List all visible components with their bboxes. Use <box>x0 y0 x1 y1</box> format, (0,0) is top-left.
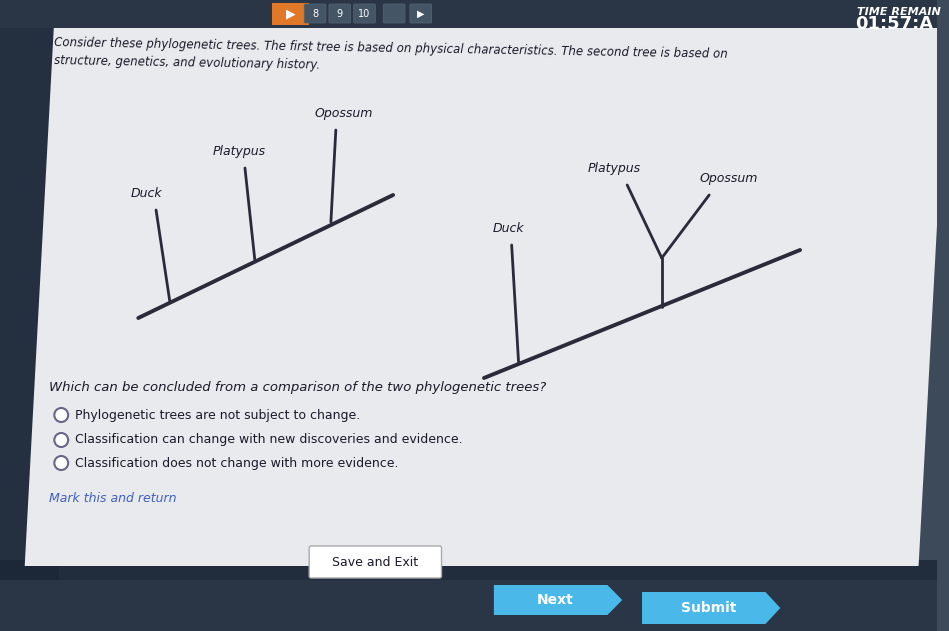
Text: Platypus: Platypus <box>587 162 641 175</box>
FancyBboxPatch shape <box>309 546 441 578</box>
Text: TIME REMAIN: TIME REMAIN <box>857 7 940 17</box>
FancyBboxPatch shape <box>354 4 376 23</box>
Polygon shape <box>0 0 938 28</box>
Text: Which can be concluded from a comparison of the two phylogenetic trees?: Which can be concluded from a comparison… <box>49 382 547 394</box>
FancyBboxPatch shape <box>383 4 405 23</box>
Text: Platypus: Platypus <box>213 145 266 158</box>
Text: 01:57:A: 01:57:A <box>855 15 933 33</box>
Text: ▶: ▶ <box>417 9 424 19</box>
Bar <box>0 560 938 631</box>
Bar <box>0 580 938 631</box>
Text: Phylogenetic trees are not subject to change.: Phylogenetic trees are not subject to ch… <box>75 408 361 422</box>
Polygon shape <box>642 592 780 624</box>
Text: Opossum: Opossum <box>699 172 758 185</box>
Text: ▶: ▶ <box>286 8 295 20</box>
Polygon shape <box>25 18 948 566</box>
Text: structure, genetics, and evolutionary history.: structure, genetics, and evolutionary hi… <box>54 54 321 72</box>
Text: Duck: Duck <box>130 187 162 200</box>
Text: Next: Next <box>537 593 573 607</box>
Text: Opossum: Opossum <box>314 107 373 120</box>
Text: Duck: Duck <box>493 222 525 235</box>
Circle shape <box>54 408 68 422</box>
Text: Classification can change with new discoveries and evidence.: Classification can change with new disco… <box>75 433 463 447</box>
Text: Classification does not change with more evidence.: Classification does not change with more… <box>75 456 399 469</box>
Text: 10: 10 <box>359 9 371 19</box>
Text: 8: 8 <box>312 9 318 19</box>
Text: Mark this and return: Mark this and return <box>49 492 177 505</box>
Polygon shape <box>493 585 623 615</box>
Circle shape <box>54 456 68 470</box>
FancyBboxPatch shape <box>329 4 350 23</box>
Text: Submit: Submit <box>680 601 735 615</box>
Text: 9: 9 <box>337 9 343 19</box>
Bar <box>271 3 309 25</box>
Text: Consider these phylogenetic trees. The first tree is based on physical character: Consider these phylogenetic trees. The f… <box>54 35 728 61</box>
FancyBboxPatch shape <box>410 4 432 23</box>
Circle shape <box>54 433 68 447</box>
FancyBboxPatch shape <box>305 4 326 23</box>
Bar <box>0 0 59 631</box>
Text: Save and Exit: Save and Exit <box>332 555 419 569</box>
